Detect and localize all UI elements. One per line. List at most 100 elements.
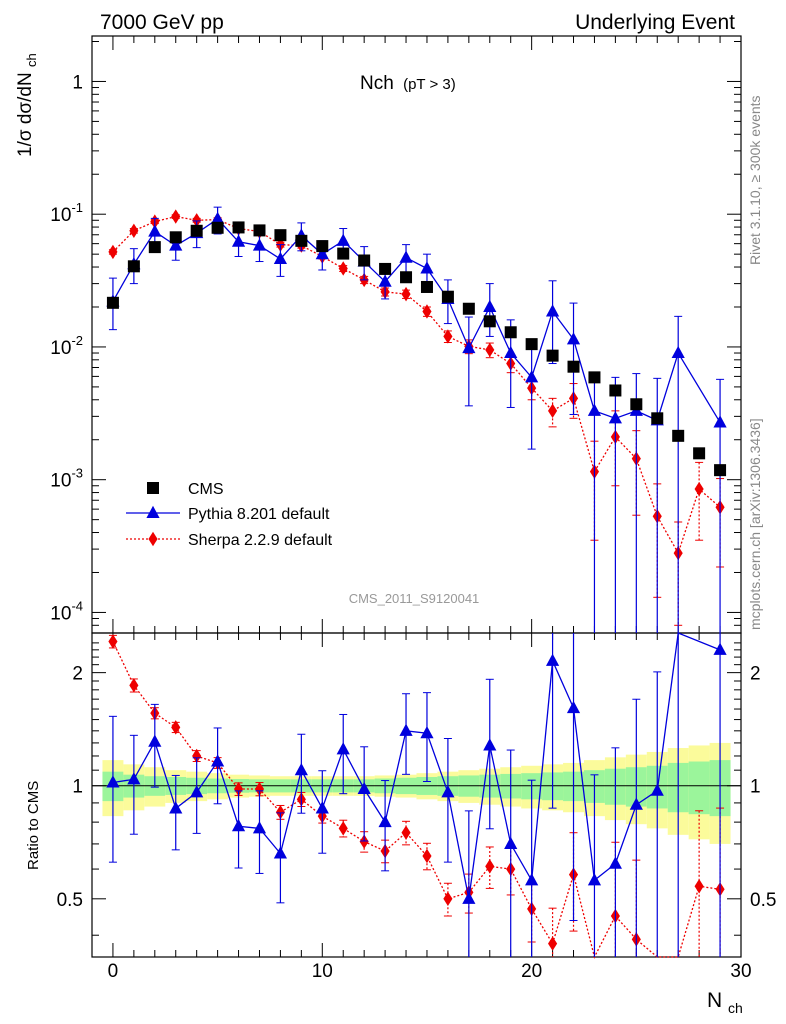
plot-frames <box>91 35 742 958</box>
ratio-point-1 <box>483 738 497 751</box>
data-point-1 <box>587 403 602 416</box>
ratio-point-1 <box>545 653 560 666</box>
ratio-point-1 <box>713 642 727 655</box>
ratio-point-1 <box>629 797 643 810</box>
data-point-0 <box>169 231 182 244</box>
ratio-point-1 <box>399 723 413 736</box>
y-tick-label: 10-4 <box>50 598 83 624</box>
data-point-0 <box>525 338 538 351</box>
data-point-1 <box>525 370 539 383</box>
ratio-tick-label-right: 2 <box>750 664 761 685</box>
data-point-0 <box>337 247 350 260</box>
header-left: 7000 GeV pp <box>100 11 224 34</box>
ratio-point-1 <box>336 742 350 755</box>
data-point-1 <box>315 246 329 260</box>
x-tick-label: 20 <box>521 961 542 982</box>
data-point-1 <box>608 411 622 424</box>
y-tick-label: 1 <box>72 72 83 93</box>
ratio-point-1 <box>378 814 392 828</box>
y-tick-label-base: 10 <box>50 603 71 624</box>
x-tick-label: 30 <box>730 961 751 982</box>
data-point-0 <box>609 384 622 397</box>
data-point-0 <box>148 241 161 254</box>
ratio-point-2 <box>485 859 495 874</box>
ratio-tick-label-right: 1 <box>750 777 761 798</box>
ratio-point-1 <box>504 836 518 849</box>
y-tick-label-base: 10 <box>50 205 71 226</box>
ratio-point-1 <box>525 873 539 886</box>
ratio-point-1 <box>273 846 288 859</box>
x-axis-label-sub: ch <box>728 1000 743 1016</box>
data-point-0 <box>379 262 392 275</box>
data-point-2 <box>422 304 432 319</box>
ratio-point-2 <box>275 805 285 820</box>
data-point-2 <box>192 213 202 228</box>
ratio-point-1 <box>650 783 664 796</box>
y-tick-label-base: 1 <box>72 72 83 93</box>
side-top-text: Rivet 3.1.10, ≥ 300k events <box>747 95 763 265</box>
ratio-tick-label-right: 0.5 <box>750 890 776 911</box>
y-tick-label: 10-1 <box>50 200 83 226</box>
ratio-line-2 <box>112 641 721 959</box>
data-point-2 <box>108 244 118 260</box>
data-point-1 <box>336 233 350 246</box>
legend-label: Sherpa 2.2.9 default <box>188 532 333 549</box>
y-tick-label-exp: -3 <box>71 466 83 481</box>
ratio-point-1 <box>252 821 267 834</box>
ratio-point-2 <box>359 834 369 849</box>
ratio-point-2 <box>443 891 453 907</box>
ratio-tick-label: 1 <box>72 777 83 798</box>
legend-marker <box>148 531 158 547</box>
data-point-2 <box>485 342 495 358</box>
data-point-0 <box>504 326 517 339</box>
ratio-point-1 <box>127 772 141 785</box>
data-point-0 <box>483 315 496 328</box>
data-point-0 <box>420 280 433 293</box>
ratio-point-1 <box>566 700 581 714</box>
data-point-0 <box>127 260 140 273</box>
data-point-0 <box>546 349 559 362</box>
ratio-point-2 <box>422 848 432 864</box>
data-point-0 <box>588 371 601 384</box>
y-tick-label-exp: -1 <box>71 200 83 215</box>
ratio-point-1 <box>190 785 204 798</box>
data-point-2 <box>694 481 704 497</box>
plot-title-main: Nch <box>360 73 394 94</box>
series-line-1 <box>112 218 721 423</box>
data-point-2 <box>129 223 139 238</box>
y-axis-label-ratio: Ratio to CMS <box>25 781 42 870</box>
data-point-0 <box>441 290 454 303</box>
ratio-point-2 <box>401 825 411 840</box>
y-tick-label: 10-3 <box>50 466 83 492</box>
y-axis-label-top-sub: ch <box>24 53 39 67</box>
ratio-point-1 <box>608 856 622 869</box>
data-point-1 <box>566 332 581 345</box>
legend-marker <box>146 505 160 519</box>
ratio-point-2 <box>233 781 244 797</box>
y-tick-label-base: 10 <box>50 338 71 359</box>
y-axis-label-top-main: 1/σ dσ/dN <box>15 72 36 157</box>
data-point-0 <box>462 302 475 315</box>
y-tick-label-base: 10 <box>50 471 71 492</box>
side-bottom-text: mcplots.cern.ch [arXiv:1306.3436] <box>747 418 763 630</box>
data-point-1 <box>462 340 476 354</box>
data-point-1 <box>273 251 288 265</box>
ratio-point-1 <box>169 801 183 814</box>
data-point-1 <box>231 234 246 247</box>
ratio-point-2 <box>254 781 265 797</box>
series-line-2 <box>112 215 721 555</box>
data-point-0 <box>232 221 245 234</box>
header-right: Underlying Event <box>575 11 735 34</box>
ratio-point-1 <box>357 781 371 795</box>
ratio-tick-label: 2 <box>72 664 83 685</box>
data-point-1 <box>399 250 413 263</box>
y-tick-label-exp: -4 <box>71 598 83 613</box>
data-point-0 <box>316 240 329 253</box>
ratio-point-2 <box>108 634 118 649</box>
data-point-2 <box>548 403 558 419</box>
data-point-2 <box>171 209 181 224</box>
ratio-point-2 <box>171 720 181 735</box>
ratio-point-2 <box>192 748 202 764</box>
